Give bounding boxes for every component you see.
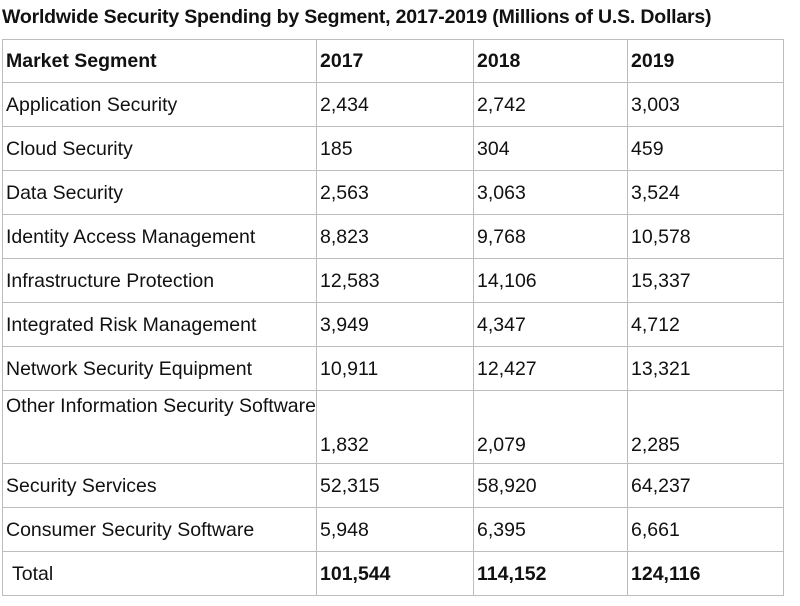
value-cell: 13,321 — [627, 346, 784, 391]
segment-cell: Integrated Risk Management — [2, 302, 317, 347]
column-header-2017: 2017 — [316, 39, 474, 83]
value-cell: 304 — [473, 126, 628, 171]
table-row: Network Security Equipment 10,911 12,427 13… — [2, 346, 784, 391]
segment-cell: Consumer Security Software — [2, 507, 317, 552]
value-cell: 6,661 — [627, 507, 784, 552]
value-cell: 2,079 — [473, 390, 628, 464]
value-cell: 124,116 — [627, 551, 784, 596]
value-cell: 6,395 — [473, 507, 628, 552]
segment-cell: Identity Access Management — [2, 214, 317, 259]
segment-cell: Infrastructure Protection — [2, 258, 317, 303]
segment-cell: Application Security — [2, 82, 317, 127]
table-row: Identity Access Management 8,823 9,768 10,5… — [2, 214, 784, 259]
table-body: Market Segment 2017 2018 2019 Applicatio… — [2, 39, 784, 596]
value-cell: 2,563 — [316, 170, 474, 215]
table-row: Security Services 52,315 58,920 64,237 — [2, 463, 784, 508]
value-cell: 10,911 — [316, 346, 474, 391]
segment-cell: Security Services — [2, 463, 317, 508]
value-cell: 114,152 — [473, 551, 628, 596]
value-cell: 5,948 — [316, 507, 474, 552]
table-row: Data Security 2,563 3,063 3,524 — [2, 170, 784, 215]
table-row: Application Security 2,434 2,742 3,003 — [2, 82, 784, 127]
column-header-2019: 2019 — [627, 39, 784, 83]
segment-cell: Network Security Equipment — [2, 346, 317, 391]
table-row: Infrastructure Protection 12,583 14,106 15,… — [2, 258, 784, 303]
column-header-2018: 2018 — [473, 39, 628, 83]
value-cell: 101,544 — [316, 551, 474, 596]
table-row: Integrated Risk Management 3,949 4,347 4,71… — [2, 302, 784, 347]
segment-cell: Total — [2, 551, 317, 596]
value-cell: 14,106 — [473, 258, 628, 303]
value-cell: 9,768 — [473, 214, 628, 259]
header-row: Market Segment 2017 2018 2019 — [2, 39, 784, 83]
value-cell: 15,337 — [627, 258, 784, 303]
value-cell: 58,920 — [473, 463, 628, 508]
table-row: Other Information Security Software 1,832… — [2, 390, 784, 464]
value-cell: 3,949 — [316, 302, 474, 347]
table-row: Consumer Security Software 5,948 6,395 6,66… — [2, 507, 784, 552]
value-cell: 3,524 — [627, 170, 784, 215]
segment-cell: Cloud Security — [2, 126, 317, 171]
value-cell: 4,347 — [473, 302, 628, 347]
value-cell: 52,315 — [316, 463, 474, 508]
value-cell: 185 — [316, 126, 474, 171]
value-cell: 8,823 — [316, 214, 474, 259]
spending-table: Market Segment 2017 2018 2019 Applicatio… — [2, 39, 784, 596]
value-cell: 12,427 — [473, 346, 628, 391]
value-cell: 2,742 — [473, 82, 628, 127]
value-cell: 12,583 — [316, 258, 474, 303]
value-cell: 10,578 — [627, 214, 784, 259]
value-cell: 2,285 — [627, 390, 784, 464]
table-row: Cloud Security 185 304 459 — [2, 126, 784, 171]
total-row: Total 101,544 114,152 124,116 — [2, 551, 784, 596]
value-cell: 2,434 — [316, 82, 474, 127]
value-cell: 1,832 — [316, 390, 474, 464]
segment-cell: Data Security — [2, 170, 317, 215]
value-cell: 4,712 — [627, 302, 784, 347]
value-cell: 64,237 — [627, 463, 784, 508]
column-header-segment: Market Segment — [2, 39, 317, 83]
value-cell: 459 — [627, 126, 784, 171]
segment-cell: Other Information Security Software — [2, 390, 317, 464]
table-title: Worldwide Security Spending by Segment, … — [2, 6, 712, 28]
value-cell: 3,063 — [473, 170, 628, 215]
value-cell: 3,003 — [627, 82, 784, 127]
